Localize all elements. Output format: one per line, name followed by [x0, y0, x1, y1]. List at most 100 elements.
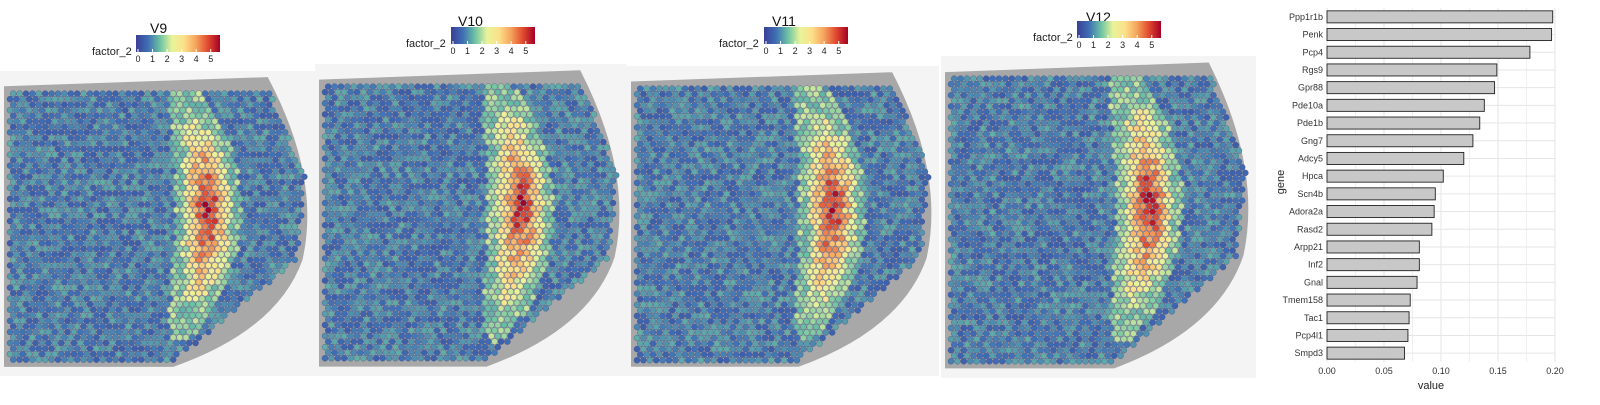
tissue-spot	[669, 196, 675, 202]
tissue-spot	[562, 150, 568, 156]
tissue-spot	[460, 228, 466, 234]
tissue-spot	[543, 95, 549, 101]
tissue-spot	[55, 124, 61, 130]
tissue-spot	[549, 228, 555, 234]
tissue-spot	[244, 251, 250, 257]
tissue-spot	[341, 344, 347, 350]
tissue-spot	[437, 189, 443, 195]
tissue-spot	[575, 95, 581, 101]
tissue-spot	[180, 240, 186, 246]
tissue-spot	[485, 339, 491, 345]
tissue-spot	[357, 294, 363, 300]
tissue-spot	[65, 307, 71, 313]
tissue-spot	[109, 262, 115, 268]
tissue-spot	[81, 246, 87, 252]
tissue-spot	[285, 190, 291, 196]
tissue-spot	[743, 102, 749, 108]
tissue-spot	[23, 357, 29, 363]
tissue-spot	[746, 130, 752, 136]
tissue-spot	[58, 96, 64, 102]
tissue-spot	[7, 163, 13, 169]
tissue-spot	[415, 261, 421, 267]
tissue-spot	[746, 163, 752, 169]
tissue-spot	[344, 217, 350, 223]
tissue-spot	[109, 240, 115, 246]
tissue-spot	[351, 194, 357, 200]
tissue-spot	[656, 108, 662, 114]
tissue-spot	[884, 136, 890, 142]
tissue-spot	[813, 136, 819, 142]
tissue-spot	[189, 246, 195, 252]
tissue-spot	[466, 150, 472, 156]
tissue-spot	[450, 178, 456, 184]
tissue-spot	[58, 163, 64, 169]
tissue-spot	[476, 156, 482, 162]
tissue-spot	[186, 318, 192, 324]
tissue-spot	[332, 139, 338, 145]
tissue-spot	[412, 178, 418, 184]
tissue-spot	[7, 174, 13, 180]
tissue-spot	[295, 218, 301, 224]
tissue-spot	[370, 194, 376, 200]
tissue-spot	[495, 89, 501, 95]
tissue-spot	[141, 96, 147, 102]
tissue-spot	[730, 169, 736, 175]
tissue-spot	[26, 107, 32, 113]
tissue-spot	[58, 274, 64, 280]
tissue-spot	[543, 117, 549, 123]
tissue-spot	[916, 191, 922, 197]
tissue-spot	[370, 294, 376, 300]
tissue-spot	[199, 229, 205, 235]
tissue-spot	[453, 150, 459, 156]
tissue-spot	[607, 161, 613, 167]
tissue-spot	[784, 119, 790, 125]
tissue-spot	[189, 113, 195, 119]
tissue-spot	[495, 178, 501, 184]
tissue-spot	[74, 224, 80, 230]
tissue-spot	[501, 300, 507, 306]
tissue-spot	[367, 145, 373, 151]
tissue-spot	[653, 180, 659, 186]
tissue-spot	[253, 146, 259, 152]
tissue-spot	[116, 174, 122, 180]
tissue-spot	[540, 200, 546, 206]
tissue-spot	[485, 239, 491, 245]
tissue-spot	[106, 346, 112, 352]
tissue-spot	[106, 268, 112, 274]
tissue-spot	[634, 124, 640, 130]
tissue-spot	[434, 117, 440, 123]
tissue-spot	[93, 301, 99, 307]
tissue-spot	[23, 157, 29, 163]
tissue-spot	[97, 285, 103, 291]
tissue-spot	[58, 351, 64, 357]
tissue-spot	[257, 185, 263, 191]
tissue-spot	[322, 100, 328, 106]
tissue-spot	[341, 255, 347, 261]
tissue-spot	[135, 196, 141, 202]
tissue-spot	[842, 174, 848, 180]
tissue-spot	[266, 91, 272, 97]
tissue-spot	[508, 189, 514, 195]
tissue-spot	[74, 257, 80, 263]
tissue-spot	[476, 233, 482, 239]
tissue-spot	[546, 255, 552, 261]
tissue-spot	[511, 106, 517, 112]
tissue-spot	[405, 311, 411, 317]
tissue-spot	[196, 124, 202, 130]
tissue-spot	[679, 102, 685, 108]
tissue-spot	[669, 185, 675, 191]
tissue-spot	[332, 283, 338, 289]
tissue-spot	[125, 168, 131, 174]
tissue-spot	[135, 141, 141, 147]
tissue-spot	[520, 255, 526, 261]
tissue-spot	[666, 124, 672, 130]
tissue-spot	[402, 139, 408, 145]
tissue-spot	[180, 329, 186, 335]
tissue-spot	[90, 185, 96, 191]
tissue-spot	[180, 229, 186, 235]
tissue-spot	[364, 239, 370, 245]
tissue-spot	[530, 305, 536, 311]
tissue-spot	[540, 178, 546, 184]
tissue-spot	[562, 250, 568, 256]
tissue-spot	[704, 169, 710, 175]
